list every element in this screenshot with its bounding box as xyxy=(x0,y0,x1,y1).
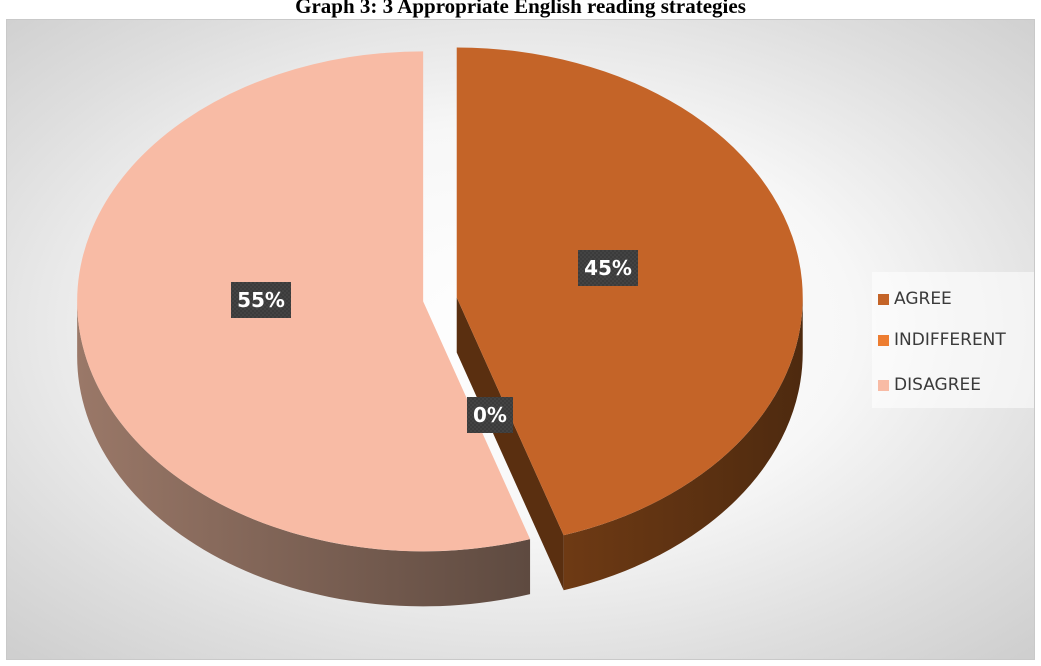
data-label-agree: 45% xyxy=(578,250,638,286)
legend-label-disagree: DISAGREE xyxy=(894,375,982,395)
data-label-text-agree: 45% xyxy=(584,256,632,280)
legend-label-indifferent: INDIFFERENT xyxy=(894,330,1006,350)
legend-swatch-disagree xyxy=(878,379,889,391)
data-label-text-indifferent: 0% xyxy=(473,403,507,427)
legend-item-agree: AGREE xyxy=(878,288,952,310)
data-label-box-indifferent xyxy=(467,397,513,433)
chart-legend: AGREE INDIFFERENT DISAGREE xyxy=(872,272,1034,408)
slice-top-disagree xyxy=(77,51,531,552)
legend-label-agree: AGREE xyxy=(894,289,952,309)
chart-title: Graph 3: 3 Appropriate English reading s… xyxy=(295,0,746,18)
data-label-indifferent: 0% xyxy=(467,397,513,433)
data-label-text-disagree: 55% xyxy=(237,288,285,312)
slice-side-agree xyxy=(563,297,803,591)
data-label-disagree: 55% xyxy=(231,282,291,318)
slice-side-disagree xyxy=(77,301,531,607)
legend-swatch-agree xyxy=(878,293,889,305)
slice-wall-agree xyxy=(456,297,564,591)
data-label-box-disagree xyxy=(231,282,291,318)
slice-top-agree xyxy=(456,47,803,536)
legend-swatch-indifferent xyxy=(878,334,889,346)
legend-item-disagree: DISAGREE xyxy=(878,374,981,396)
legend-item-indifferent: INDIFFERENT xyxy=(878,329,1006,351)
data-label-box-agree xyxy=(578,250,638,286)
